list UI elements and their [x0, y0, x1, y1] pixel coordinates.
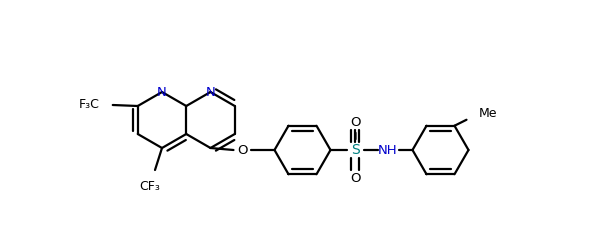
Text: F₃C: F₃C [79, 97, 100, 110]
Text: Me: Me [479, 107, 497, 120]
Text: CF₃: CF₃ [140, 179, 161, 192]
Text: S: S [351, 143, 360, 157]
Text: N: N [157, 86, 167, 99]
Text: O: O [350, 172, 361, 184]
Text: O: O [237, 143, 248, 156]
Text: O: O [350, 115, 361, 128]
Text: NH: NH [378, 143, 398, 156]
Text: N: N [205, 86, 216, 99]
